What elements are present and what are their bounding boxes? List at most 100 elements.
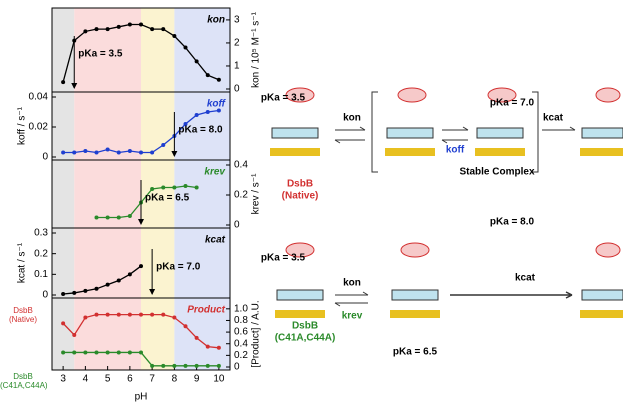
data-point: [139, 23, 143, 27]
data-point: [128, 350, 132, 354]
y-tick-label: 0.8: [234, 315, 248, 326]
data-point: [217, 78, 221, 82]
data-point: [172, 364, 176, 368]
y-tick-label: 0: [42, 290, 48, 301]
data-point: [106, 313, 110, 317]
data-point: [184, 364, 188, 368]
data-point: [117, 279, 121, 283]
diagram-label: pKa = 3.5: [261, 93, 306, 104]
y-tick-label: 0.4: [234, 160, 248, 171]
data-point: [61, 321, 65, 325]
y-tick-label: 0: [234, 362, 240, 373]
diagram-label: kcat: [543, 113, 564, 124]
page: {"background_bands":[ {"from":2.5,"to":3…: [0, 0, 623, 408]
data-point: [139, 313, 143, 317]
ph-band: [174, 8, 230, 370]
data-point: [195, 336, 199, 340]
data-point: [150, 151, 154, 155]
legend-label: DsbB (C41A,C44A): [0, 372, 46, 390]
data-point: [206, 345, 210, 349]
data-point: [161, 143, 165, 147]
y-tick-label: 0.2: [34, 248, 48, 259]
data-point: [150, 187, 154, 191]
data-point: [128, 149, 132, 153]
diagram-label: DsbB: [287, 179, 313, 190]
data-point: [161, 186, 165, 190]
annotation: pKa = 7.0: [156, 262, 201, 273]
data-point: [61, 350, 65, 354]
data-point: [61, 80, 65, 84]
y-axis-label: [Product] / A.U.: [251, 300, 262, 367]
data-point: [184, 184, 188, 188]
data-point: [128, 23, 132, 27]
y-tick-label: 0: [42, 152, 48, 163]
data-point: [150, 364, 154, 368]
data-point: [195, 186, 199, 190]
data-point: [72, 333, 76, 337]
y-tick-label: 0.02: [29, 122, 49, 133]
panel-label: krev: [204, 167, 226, 178]
data-point: [117, 151, 121, 155]
diagram-label: koff: [446, 145, 465, 156]
y-tick-label: 1.0: [234, 303, 248, 314]
figure: 0 1 2 3 kon / 10⁵ M⁻¹ s⁻¹ kon pKa = 3.5 0 0.02 0.…: [0, 0, 623, 408]
data-point: [195, 113, 199, 117]
y-axis-label: kon / 10⁵ M⁻¹ s⁻¹: [251, 11, 262, 88]
data-point: [95, 151, 99, 155]
data-point: [95, 350, 99, 354]
data-point: [117, 216, 121, 220]
data-point: [83, 316, 87, 320]
data-point: [83, 29, 87, 33]
y-tick-label: 0.2: [234, 190, 248, 201]
y-tick-label: 1: [234, 61, 240, 72]
diagram-label: (Native): [282, 191, 319, 202]
x-tick-label: 8: [172, 374, 178, 385]
diagram-label: Stable Complex: [459, 167, 534, 178]
diagram-label: (C41A,C44A): [275, 333, 336, 344]
diagram-label: krev: [342, 311, 363, 322]
x-tick-label: 5: [105, 374, 111, 385]
data-point: [172, 186, 176, 190]
data-point: [95, 287, 99, 291]
panel-label: Product: [187, 305, 225, 316]
y-tick-label: 0.6: [234, 327, 248, 338]
data-point: [106, 148, 110, 152]
data-point: [72, 291, 76, 295]
data-point: [206, 73, 210, 77]
data-point: [184, 46, 188, 50]
data-point: [195, 364, 199, 368]
diagram-label: DsbB: [292, 321, 318, 332]
data-point: [150, 27, 154, 31]
data-point: [106, 350, 110, 354]
y-tick-label: 0: [234, 220, 240, 231]
ph-band: [52, 8, 74, 370]
data-point: [161, 27, 165, 31]
data-point: [128, 313, 132, 317]
x-axis-label: pH: [135, 392, 148, 403]
data-point: [106, 283, 110, 287]
x-tick-label: 6: [127, 374, 133, 385]
data-point: [217, 109, 221, 113]
y-tick-label: 2: [234, 38, 240, 49]
data-point: [195, 59, 199, 63]
y-tick-label: 0.1: [34, 269, 48, 280]
x-tick-label: 10: [213, 374, 225, 385]
annotation: pKa = 6.5: [145, 193, 190, 204]
annotation: pKa = 8.0: [178, 125, 223, 136]
panel-label: koff: [207, 99, 227, 110]
data-point: [72, 151, 76, 155]
data-point: [139, 350, 143, 354]
data-point: [95, 313, 99, 317]
data-point: [117, 350, 121, 354]
x-tick-label: 9: [194, 374, 200, 385]
y-tick-label: 0.3: [34, 228, 48, 239]
y-axis-label: krev / s⁻¹: [251, 173, 262, 215]
y-axis-label: koff / s⁻¹: [17, 106, 28, 145]
data-point: [206, 364, 210, 368]
data-point: [95, 27, 99, 31]
panel-label: kon: [207, 15, 225, 26]
diagram-label: kon: [343, 278, 361, 289]
panel-label: kcat: [205, 235, 226, 246]
data-point: [83, 289, 87, 293]
y-tick-label: 3: [234, 15, 240, 26]
